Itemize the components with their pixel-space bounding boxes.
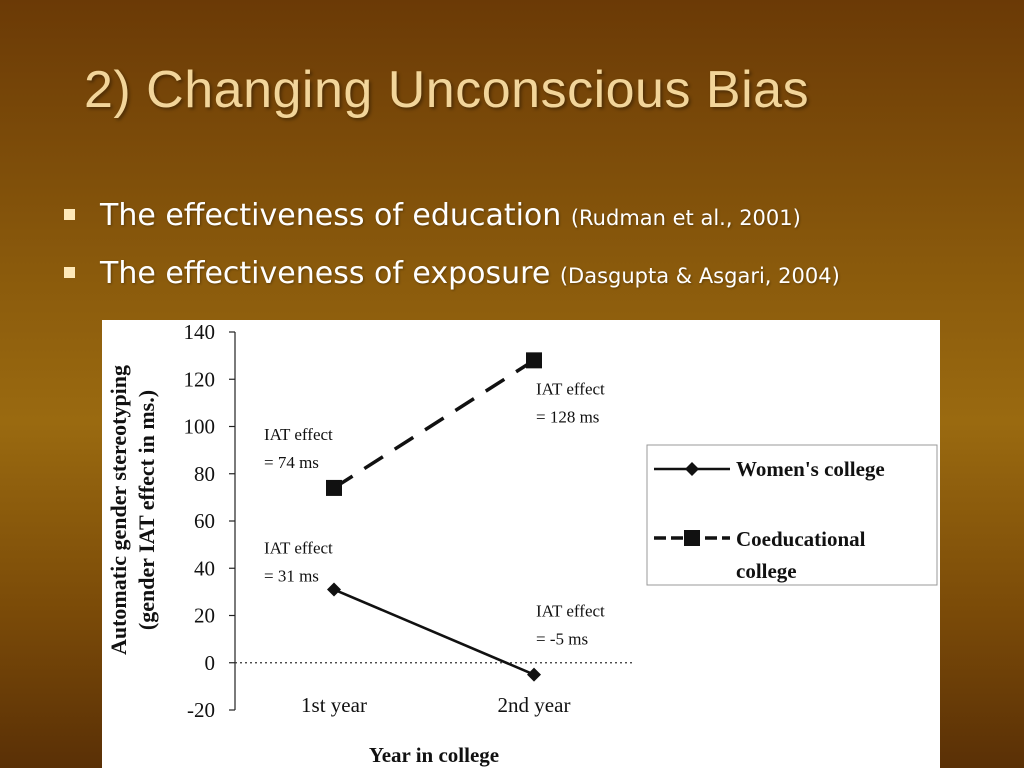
annotation-coed-2nd: IAT effect = 128 ms [536, 379, 605, 426]
bullet-citation: (Dasgupta & Asgari, 2004) [559, 264, 840, 288]
x-axis-label: Year in college [369, 743, 499, 767]
y-axis-label-line2: (gender IAT effect in ms.) [134, 390, 159, 630]
y-tick-label: 0 [205, 651, 216, 675]
data-point-womens-2nd-year [527, 667, 541, 682]
bullet-item: The effectiveness of exposure (Dasgupta … [62, 246, 840, 304]
square-bullet-icon [64, 267, 75, 278]
annotation-line: = -5 ms [536, 630, 588, 649]
legend: Women's college Coeducational college [646, 444, 938, 586]
annotation-line: IAT effect [536, 379, 605, 398]
annotation-womens-1st: IAT effect = 31 ms [264, 539, 333, 586]
annotation-line: = 31 ms [264, 567, 319, 586]
legend-label-coed-line2: college [736, 559, 797, 583]
legend-diamond-icon [685, 462, 699, 476]
bullet-text: The effectiveness of exposure [100, 256, 551, 291]
data-point-womens-1st-year [327, 582, 341, 597]
y-tick-label: 140 [184, 320, 216, 344]
bullet-text: The effectiveness of education [100, 198, 562, 233]
annotation-line: = 128 ms [536, 407, 599, 426]
bullet-citation: (Rudman et al., 2001) [570, 206, 801, 230]
legend-square-icon [684, 530, 700, 546]
chart-figure: -20 0 20 40 60 80 100 120 140 Automatic gender s… [102, 320, 940, 768]
x-tick-label: 2nd year [498, 693, 571, 717]
legend-box [646, 444, 938, 586]
y-tick-label: -20 [187, 698, 215, 722]
data-point-coed-1st-year [326, 479, 342, 496]
y-axis-label-line1: Automatic gender stereotyping [106, 365, 131, 655]
y-tick-label: 100 [184, 415, 216, 439]
legend-label-coed-line1: Coeducational [736, 527, 866, 551]
series-line-coeducational [333, 358, 535, 490]
y-tick-label: 60 [194, 509, 215, 533]
y-tick-label: 120 [184, 367, 216, 391]
bullet-item: The effectiveness of education (Rudman e… [62, 188, 840, 246]
y-axis-ticks: -20 0 20 40 60 80 100 120 140 [184, 320, 235, 722]
x-tick-label: 1st year [301, 693, 367, 717]
y-tick-label: 20 [194, 604, 215, 628]
annotation-line: IAT effect [264, 539, 333, 558]
square-bullet-icon [64, 209, 75, 220]
y-tick-label: 40 [194, 556, 215, 580]
annotation-womens-2nd: IAT effect = -5 ms [536, 602, 605, 649]
legend-label-womens: Women's college [736, 457, 885, 481]
annotation-coed-1st: IAT effect = 74 ms [264, 425, 333, 472]
bullet-list: The effectiveness of education (Rudman e… [62, 188, 840, 304]
y-tick-label: 80 [194, 462, 215, 486]
series-line-womens [333, 588, 535, 676]
annotation-line: IAT effect [264, 425, 333, 444]
annotation-line: IAT effect [536, 602, 605, 621]
data-point-coed-2nd-year [526, 352, 542, 369]
slide-title: 2) Changing Unconscious Bias [84, 61, 810, 119]
line-chart: -20 0 20 40 60 80 100 120 140 Automatic gender s… [106, 320, 938, 767]
annotation-line: = 74 ms [264, 453, 319, 472]
